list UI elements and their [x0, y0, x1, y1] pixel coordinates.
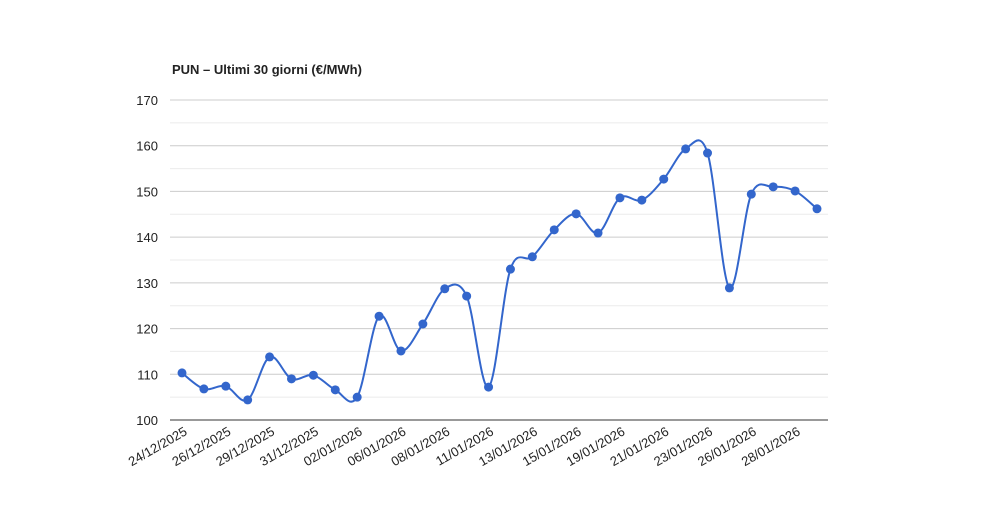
y-tick-label: 100 [136, 413, 158, 428]
data-point [374, 311, 384, 321]
data-point [703, 148, 713, 158]
data-point [265, 352, 275, 362]
data-point [308, 370, 318, 380]
data-point [199, 384, 209, 394]
data-point [505, 264, 515, 274]
data-point [549, 225, 559, 235]
data-point [571, 209, 581, 219]
data-point [790, 186, 800, 196]
data-point [746, 189, 756, 199]
data-point [462, 291, 472, 301]
series-line [181, 139, 818, 403]
y-tick-label: 120 [136, 322, 158, 337]
data-point [440, 284, 450, 294]
data-point [527, 252, 537, 262]
data-point [615, 193, 625, 203]
data-point [484, 382, 494, 392]
y-tick-label: 140 [136, 230, 158, 245]
y-tick-label: 110 [137, 367, 158, 382]
data-point [396, 346, 406, 356]
data-point [768, 182, 778, 192]
y-tick-label: 130 [136, 276, 158, 291]
y-tick-label: 160 [136, 139, 158, 154]
y-tick-label: 150 [136, 184, 158, 199]
data-point [177, 368, 187, 378]
data-point [637, 195, 647, 205]
chart-title: PUN – Ultimi 30 giorni (€/MWh) [172, 62, 362, 77]
data-point [352, 392, 362, 402]
data-point [243, 395, 253, 405]
data-point [418, 319, 428, 329]
data-point [681, 144, 691, 154]
data-point [330, 385, 340, 395]
data-point [593, 228, 603, 238]
data-point [659, 174, 669, 184]
data-point [812, 204, 822, 214]
y-tick-label: 170 [136, 93, 158, 108]
data-point [221, 381, 231, 391]
data-point [724, 283, 734, 293]
data-point [286, 374, 296, 384]
